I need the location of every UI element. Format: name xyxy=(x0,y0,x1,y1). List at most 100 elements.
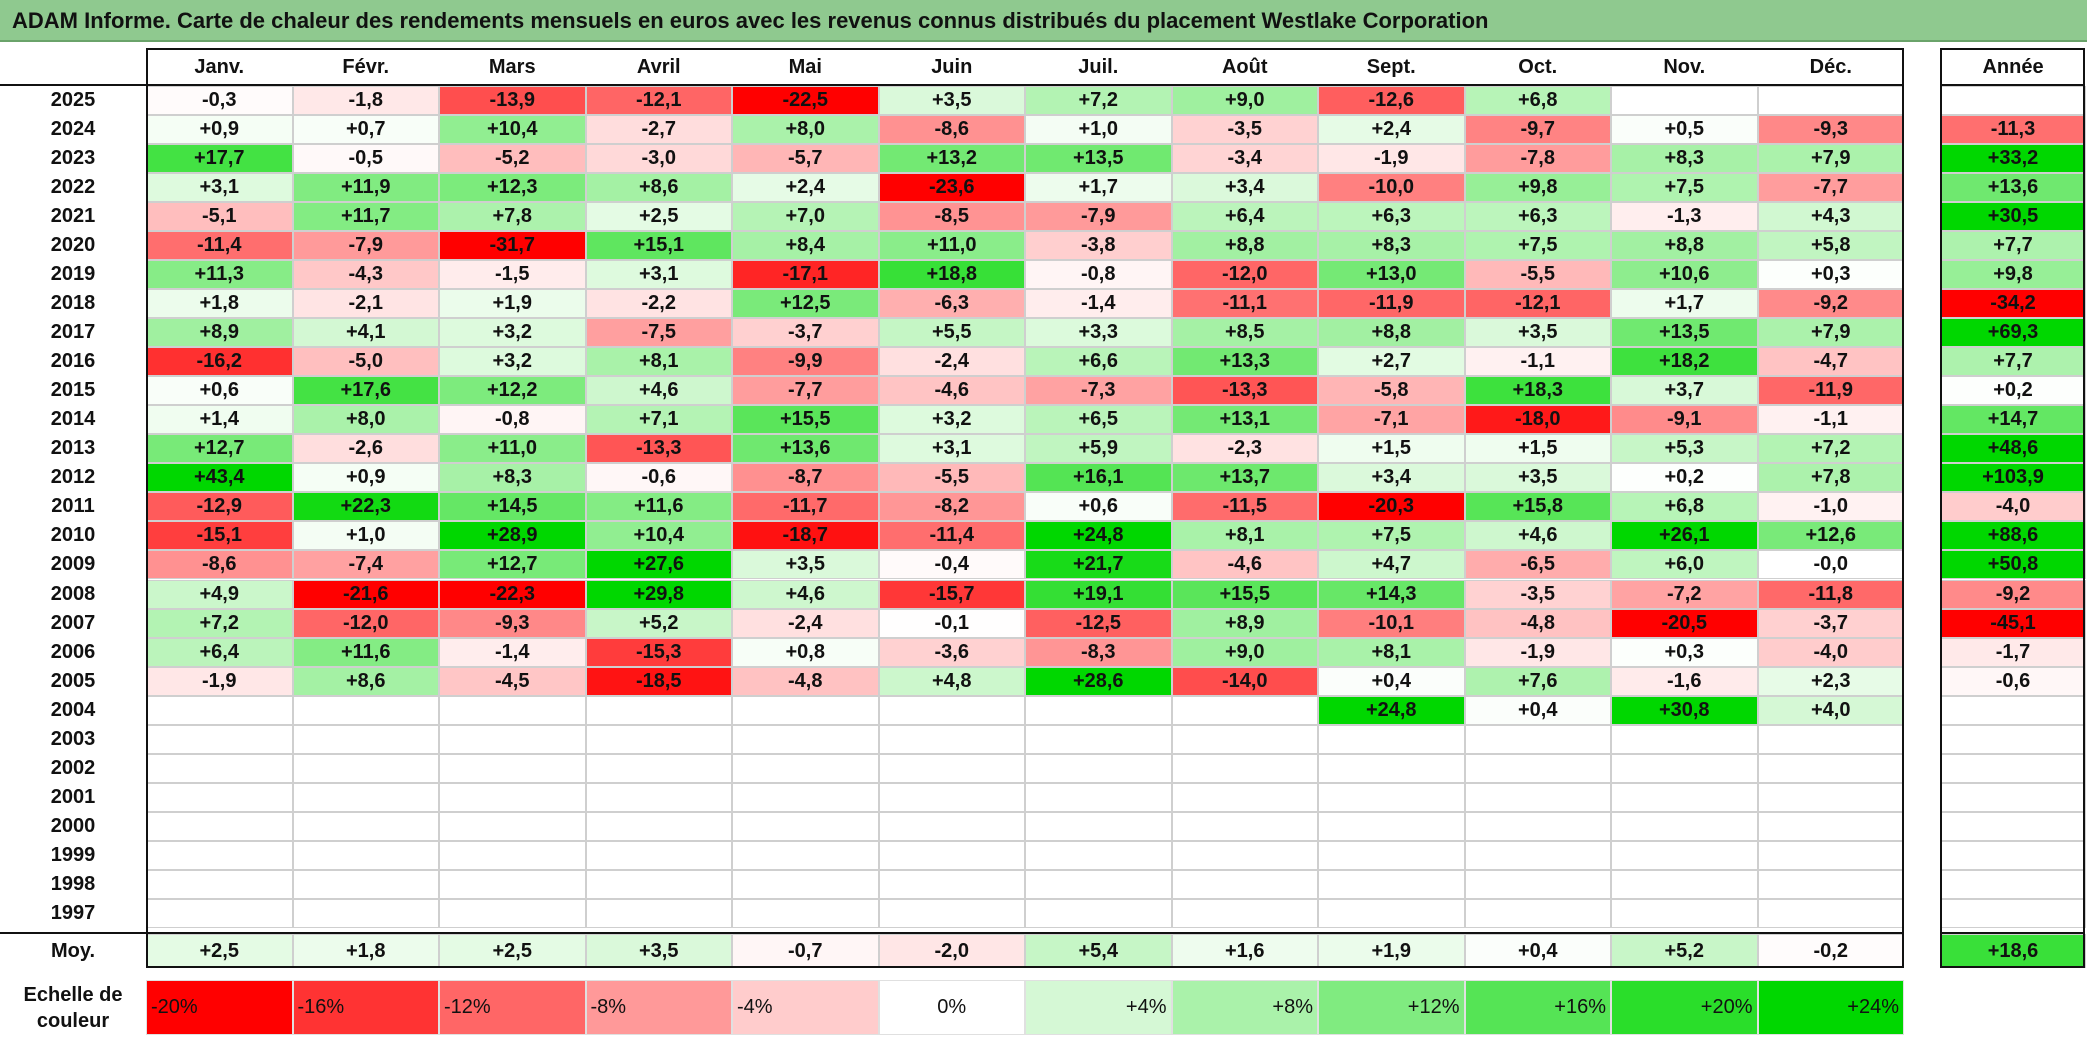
heatmap-cell: +11,6 xyxy=(585,492,732,522)
scale-swatch: +16% xyxy=(1464,980,1611,1035)
heatmap-cell: -0,3 xyxy=(146,86,293,116)
heatmap-cell: -0,1 xyxy=(878,608,1025,638)
year-label: 2022 xyxy=(50,176,96,199)
heatmap-cell: -21,6 xyxy=(292,579,439,609)
year-label: 2003 xyxy=(50,727,96,750)
heatmap-cell: +0,3 xyxy=(1757,260,1904,290)
heatmap-cell xyxy=(1171,782,1318,812)
heatmap-cell: -2,4 xyxy=(732,608,879,638)
annual-cell: -11,3 xyxy=(1940,115,2086,145)
heatmap-cell: +5,9 xyxy=(1025,434,1172,464)
heatmap-cell: -7,8 xyxy=(1464,144,1611,174)
heatmap-cell: +3,3 xyxy=(1025,318,1172,348)
heatmap-cell: +14,3 xyxy=(1318,579,1465,609)
annual-cell: +30,5 xyxy=(1940,202,2086,232)
heatmap-cell: +8,3 xyxy=(1318,231,1465,261)
heatmap-cell: -0,6 xyxy=(585,463,732,493)
heatmap-cell xyxy=(585,840,732,870)
heatmap-cell: -2,4 xyxy=(878,347,1025,377)
heatmap-cell: -9,9 xyxy=(732,347,879,377)
heatmap-cell xyxy=(1464,782,1611,812)
heatmap-cell xyxy=(878,724,1025,754)
heatmap-cell: -18,7 xyxy=(732,521,879,551)
heatmap-cell xyxy=(1318,724,1465,754)
annual-cell: +7,7 xyxy=(1940,347,2086,377)
heatmap-cell: +3,5 xyxy=(1464,318,1611,348)
heatmap-cell xyxy=(1757,869,1904,899)
heatmap-cell: +27,6 xyxy=(585,550,732,580)
annual-cell xyxy=(1940,811,2086,841)
heatmap-cell: -12,9 xyxy=(146,492,293,522)
heatmap-cell: +1,9 xyxy=(439,289,586,319)
heatmap-cell: +7,2 xyxy=(146,608,293,638)
heatmap-cell xyxy=(1318,869,1465,899)
heatmap-cell xyxy=(439,869,586,899)
heatmap-cell: -12,1 xyxy=(1464,289,1611,319)
heatmap-cell xyxy=(146,695,293,725)
heatmap-cell: +9,0 xyxy=(1171,86,1318,116)
heatmap-cell xyxy=(732,840,879,870)
heatmap-cell: +15,5 xyxy=(732,405,879,435)
heatmap-cell xyxy=(292,724,439,754)
heatmap-cell: +8,0 xyxy=(732,115,879,145)
heatmap-cell: -1,4 xyxy=(1025,289,1172,319)
heatmap-cell: +28,9 xyxy=(439,521,586,551)
heatmap-cell: +3,5 xyxy=(732,550,879,580)
heatmap-cell: +4,8 xyxy=(878,666,1025,696)
heatmap-cell xyxy=(1611,782,1758,812)
heatmap-cell: -4,6 xyxy=(878,376,1025,406)
heatmap-cell: -13,3 xyxy=(585,434,732,464)
heatmap-cell xyxy=(439,782,586,812)
heatmap-cell: -1,1 xyxy=(1464,347,1611,377)
heatmap-cell: +0,6 xyxy=(1025,492,1172,522)
heatmap-cell: +9,0 xyxy=(1171,637,1318,667)
heatmap-cell xyxy=(1611,811,1758,841)
heatmap-cell: +8,1 xyxy=(1318,637,1465,667)
annual-cell: +9,8 xyxy=(1940,260,2086,290)
heatmap-cell: -5,5 xyxy=(1464,260,1611,290)
heatmap-cell: -12,1 xyxy=(585,86,732,116)
heatmap-cell: -3,0 xyxy=(585,144,732,174)
heatmap-cell xyxy=(585,811,732,841)
heatmap-cell: -1,0 xyxy=(1757,492,1904,522)
year-label: 2008 xyxy=(50,582,96,605)
heatmap-cell: +2,4 xyxy=(732,173,879,203)
year-label: 2014 xyxy=(50,408,96,431)
heatmap-cell: +13,1 xyxy=(1171,405,1318,435)
heatmap-cell: +1,8 xyxy=(146,289,293,319)
scale-swatch: +12% xyxy=(1318,980,1465,1035)
heatmap-cell: -13,9 xyxy=(439,86,586,116)
annual-cell: -0,6 xyxy=(1940,666,2086,696)
heatmap-cell: +6,8 xyxy=(1611,492,1758,522)
heatmap-cell xyxy=(1318,898,1465,928)
average-cell: +1,6 xyxy=(1171,934,1318,968)
heatmap-cell: -7,7 xyxy=(1757,173,1904,203)
year-label: 2007 xyxy=(50,611,96,634)
heatmap-cell: +19,1 xyxy=(1025,579,1172,609)
year-label: 2020 xyxy=(50,234,96,257)
heatmap-cell: -17,1 xyxy=(732,260,879,290)
heatmap-cell: +18,8 xyxy=(878,260,1025,290)
heatmap-cell xyxy=(1611,724,1758,754)
heatmap-cell xyxy=(585,753,732,783)
heatmap-cell: -8,6 xyxy=(878,115,1025,145)
heatmap-cell: -10,1 xyxy=(1318,608,1465,638)
heatmap-cell: -11,4 xyxy=(878,521,1025,551)
heatmap-cell: -7,2 xyxy=(1611,579,1758,609)
page-title: ADAM Informe. Carte de chaleur des rende… xyxy=(12,8,1489,33)
annual-cell: +0,2 xyxy=(1940,376,2086,406)
heatmap-cell: -12,5 xyxy=(1025,608,1172,638)
average-cell: +2,5 xyxy=(146,934,293,968)
heatmap-cell xyxy=(1757,724,1904,754)
heatmap-cell: +3,2 xyxy=(439,318,586,348)
heatmap-cell: -1,8 xyxy=(292,86,439,116)
heatmap-cell: +10,4 xyxy=(585,521,732,551)
heatmap-cell: +18,3 xyxy=(1464,376,1611,406)
heatmap-cell xyxy=(878,840,1025,870)
heatmap-cell: +1,5 xyxy=(1464,434,1611,464)
heatmap-cell: +5,2 xyxy=(585,608,732,638)
heatmap-cell xyxy=(878,782,1025,812)
heatmap-cell: -0,8 xyxy=(439,405,586,435)
heatmap-cell: -12,0 xyxy=(292,608,439,638)
heatmap-cell: -14,0 xyxy=(1171,666,1318,696)
